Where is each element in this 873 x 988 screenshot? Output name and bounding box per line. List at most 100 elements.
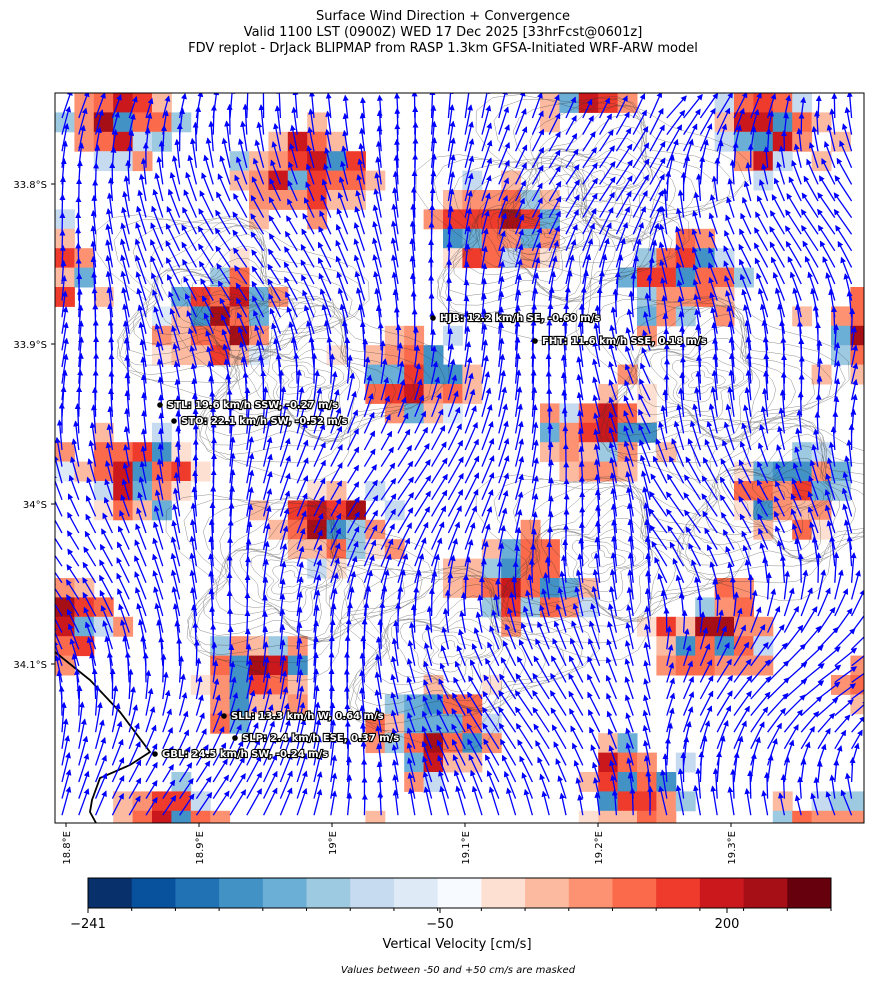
velocity-cell — [74, 617, 94, 637]
velocity-cell — [171, 462, 191, 482]
velocity-cell — [404, 345, 424, 365]
station-label: GBL: 24.5 km/h SW, -0.24 m/s — [162, 749, 328, 760]
lon-tick-label: 18.8°E — [62, 831, 73, 865]
wind-arrow — [632, 788, 633, 815]
colorbar-swatch — [744, 878, 788, 908]
velocity-cell — [618, 791, 638, 811]
velocity-cell — [715, 617, 735, 637]
wind-arrow — [817, 413, 818, 434]
velocity-cell — [113, 93, 133, 113]
velocity-cell — [637, 772, 657, 792]
velocity-cell — [656, 636, 676, 656]
wind-arrow — [95, 388, 96, 417]
wind-arrow — [381, 323, 382, 350]
velocity-cell — [559, 442, 579, 462]
velocity-cell — [734, 500, 754, 520]
wind-arrow — [163, 655, 164, 683]
colorbar-swatch — [350, 878, 394, 908]
velocity-cell — [753, 132, 773, 152]
lat-tick-label: 33.8°S — [13, 180, 47, 191]
wind-arrow — [801, 554, 802, 583]
wind-arrow — [79, 686, 80, 716]
velocity-cell — [773, 112, 793, 132]
wind-arrow — [280, 370, 281, 400]
velocity-cell — [734, 636, 754, 656]
station-dot — [430, 315, 436, 321]
colorbar-tick-label: −50 — [426, 917, 453, 932]
lon-tick-label: 18.9°E — [195, 831, 206, 865]
wind-arrow — [364, 339, 365, 367]
colorbar-swatch — [394, 878, 438, 908]
wind-arrow — [364, 795, 365, 816]
station-dot — [221, 713, 227, 719]
velocity-cell — [152, 112, 172, 132]
wind-arrow — [196, 640, 197, 665]
velocity-cell — [171, 442, 191, 462]
wind-arrow — [230, 627, 231, 649]
footnote: Values between -50 and +50 cm/s are mask… — [341, 965, 576, 976]
velocity-cell — [656, 268, 676, 288]
wind-arrow — [852, 309, 853, 334]
velocity-cell — [734, 617, 754, 637]
lon-tick-label: 19.3°E — [727, 831, 738, 865]
lat-tick-label: 34.1°S — [13, 660, 47, 671]
station-dot — [157, 402, 163, 408]
wind-arrow — [834, 94, 835, 118]
velocity-cell — [94, 481, 114, 501]
velocity-cell — [462, 171, 482, 191]
wind-arrow — [96, 163, 97, 184]
velocity-cell — [676, 287, 696, 307]
velocity-cell — [133, 151, 153, 171]
velocity-cell — [443, 578, 463, 598]
velocity-cell — [171, 326, 191, 346]
velocity-cell — [850, 791, 870, 811]
station-label: HJB: 12.2 km/h SE, -0.60 m/s — [440, 313, 600, 324]
velocity-cell — [676, 229, 696, 249]
velocity-cell — [346, 539, 366, 559]
velocity-cell — [792, 306, 812, 326]
velocity-cell — [521, 539, 541, 559]
velocity-cell — [152, 93, 172, 113]
velocity-cell — [443, 190, 463, 210]
colorbar-swatch — [175, 878, 219, 908]
velocity-cell — [618, 772, 638, 792]
station-label: SLP: 2.4 km/h ESE, 0.37 m/s — [242, 733, 399, 744]
velocity-cell — [482, 714, 502, 734]
velocity-cell — [715, 248, 735, 268]
velocity-cell — [443, 403, 463, 423]
velocity-cell — [133, 791, 153, 811]
velocity-cell — [133, 93, 153, 113]
velocity-cell — [443, 384, 463, 404]
velocity-cell — [598, 733, 618, 753]
lon-tick-label: 19.1°E — [461, 831, 472, 865]
velocity-cell — [74, 132, 94, 152]
velocity-cell — [482, 733, 502, 753]
title-line: Surface Wind Direction + Convergence — [316, 9, 570, 24]
wind-arrow — [767, 773, 768, 799]
wind-arrow — [532, 560, 533, 583]
lat-tick-label: 33.9°S — [13, 340, 47, 351]
velocity-cell — [424, 209, 444, 229]
velocity-cell — [171, 345, 191, 365]
velocity-cell — [443, 229, 463, 249]
station-dot — [532, 338, 538, 344]
velocity-cell — [695, 248, 715, 268]
velocity-cell — [55, 229, 75, 249]
title-line: Valid 1100 LST (0900Z) WED 17 Dec 2025 [… — [244, 25, 643, 40]
velocity-cell — [637, 268, 657, 288]
velocity-cell — [676, 753, 696, 773]
wind-arrow — [95, 181, 96, 202]
wind-arrow — [263, 371, 264, 400]
wind-arrow — [62, 687, 63, 716]
velocity-cell — [812, 500, 832, 520]
velocity-cell — [501, 559, 521, 579]
velocity-cell — [734, 268, 754, 288]
velocity-cell — [74, 268, 94, 288]
colorbar-swatch — [525, 878, 569, 908]
station-label: SLL: 13.3 km/h W, 0.64 m/s — [231, 711, 384, 722]
colorbar-swatch — [132, 878, 176, 908]
velocity-cell — [346, 171, 366, 191]
velocity-cell — [734, 481, 754, 501]
